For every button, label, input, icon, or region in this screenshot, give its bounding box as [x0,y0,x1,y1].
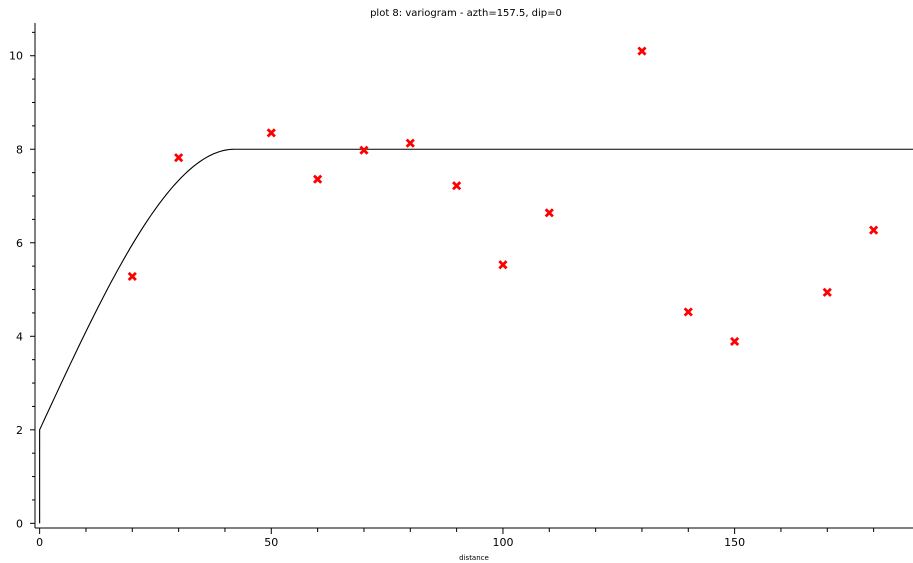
data-point [405,138,415,148]
data-point [637,46,647,56]
chart-title: plot 8: variogram - azth=157.5, dip=0 [370,8,562,19]
plot-frame [34,23,913,529]
data-point [544,208,554,218]
y-tick-label: 10 [9,50,23,63]
y-tick-label: 0 [16,517,23,530]
y-tick-label: 4 [16,330,23,343]
data-point [174,153,184,163]
data-point [683,307,693,317]
data-point [359,145,369,155]
experimental-points [127,46,879,347]
data-point [498,260,508,270]
x-axis: 0 50 100 150 [36,528,875,549]
data-point [452,181,462,191]
data-point [313,174,323,184]
variogram-model-curve [39,148,913,524]
x-axis-title: distance [459,554,489,562]
y-tick-label: 6 [16,237,23,250]
x-tick-label: 0 [36,536,43,549]
model-line [39,148,913,524]
x-tick-label: 50 [264,536,278,549]
x-tick-label: 100 [492,536,513,549]
y-tick-label: 8 [16,143,23,156]
data-point [730,336,740,347]
y-axis: 0 2 4 6 8 10 [9,31,35,530]
data-point [266,128,276,138]
data-point [822,287,832,297]
y-tick-label: 2 [16,424,23,437]
data-point [869,225,879,235]
x-tick-label: 150 [724,536,745,549]
data-point [127,271,137,282]
